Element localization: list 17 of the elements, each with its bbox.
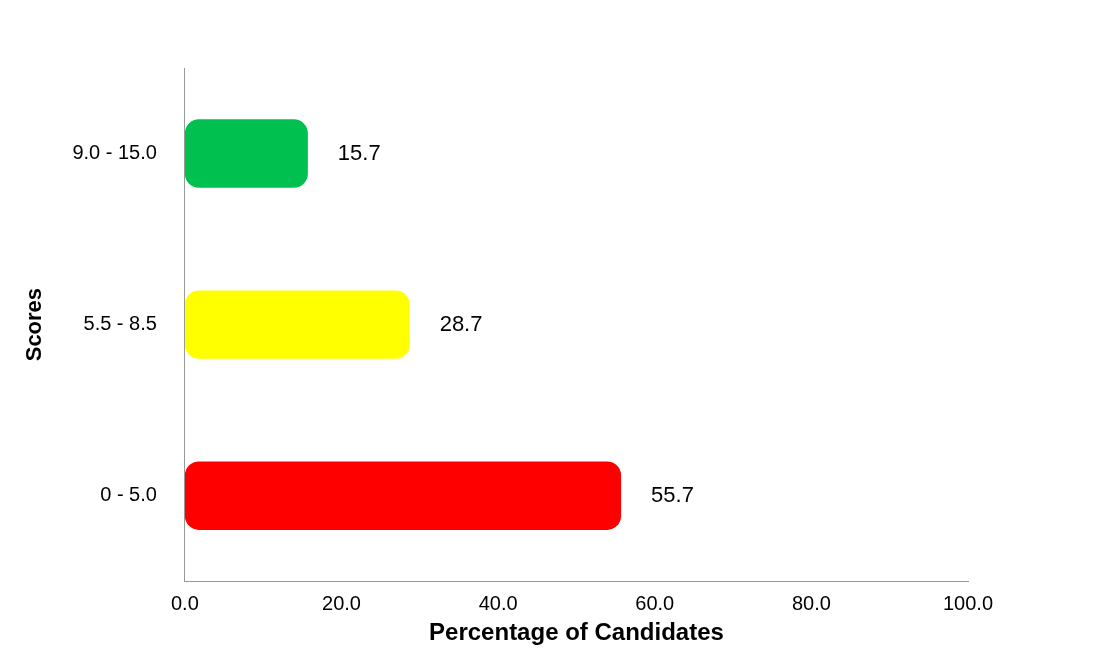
y-tick-label: 0 - 5.0 <box>100 483 157 506</box>
y-tick-label: 5.5 - 8.5 <box>83 312 157 335</box>
data-label: 55.7 <box>651 481 694 507</box>
x-tick-label: 0.0 <box>171 591 199 614</box>
x-axis-title: Percentage of Candidates <box>429 618 724 646</box>
bar <box>184 119 308 188</box>
bar <box>184 290 410 359</box>
x-tick-label: 80.0 <box>791 591 831 614</box>
bar <box>184 461 622 530</box>
y-tick-label: 9.0 - 15.0 <box>72 141 157 164</box>
data-label: 15.7 <box>337 139 381 165</box>
x-tick-label: 100.0 <box>942 591 994 614</box>
x-tick-label: 60.0 <box>635 591 675 614</box>
x-tick-label: 20.0 <box>322 591 361 614</box>
y-axis-title: Scores <box>21 287 47 362</box>
x-tick-label: 40.0 <box>478 591 518 614</box>
data-label: 28.7 <box>439 310 483 336</box>
